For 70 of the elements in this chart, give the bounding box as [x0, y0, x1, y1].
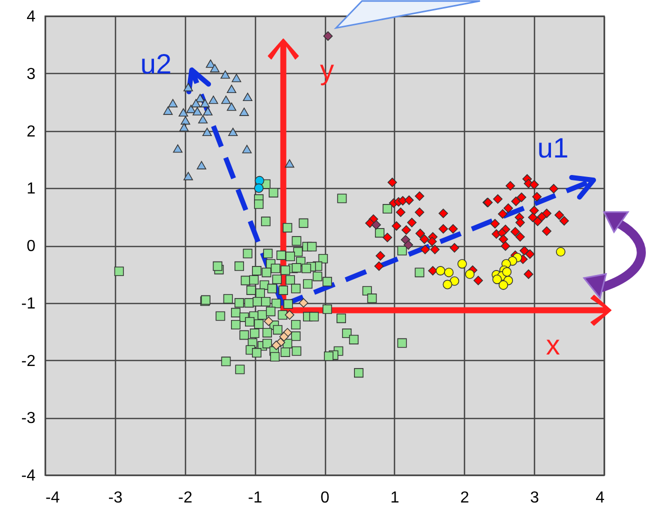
x-tick-label: -3: [108, 490, 123, 506]
x-tick-label: -4: [46, 490, 60, 506]
point: [232, 74, 242, 82]
point: [264, 316, 274, 326]
y-tick-label: 4: [26, 8, 36, 26]
point: [198, 115, 208, 124]
y-tick-label: 1: [26, 180, 36, 198]
x-tick-label: -2: [178, 490, 192, 506]
point: [200, 99, 210, 108]
point: [323, 31, 333, 41]
point: [220, 70, 230, 79]
point: [242, 92, 252, 102]
point: [242, 144, 252, 154]
x-tick-label: -1: [248, 490, 262, 506]
point: [208, 96, 218, 104]
point: [298, 298, 308, 308]
point: [272, 340, 282, 350]
y-tick-label: -4: [21, 468, 36, 484]
point: [400, 235, 410, 244]
point: [502, 267, 512, 277]
y-tick-label: -1: [21, 295, 36, 312]
point: [221, 96, 231, 104]
point: [498, 280, 508, 290]
point: [465, 269, 475, 279]
y-tick-label: 0: [26, 238, 36, 255]
point: [226, 84, 236, 94]
x-tick-label: 3: [530, 490, 540, 506]
point: [184, 172, 193, 180]
point: [192, 107, 202, 116]
point: [163, 106, 173, 115]
point: [178, 108, 188, 117]
point: [284, 310, 294, 320]
annotation: x: [546, 329, 560, 360]
point: [196, 161, 206, 170]
point: [202, 128, 212, 136]
point: [206, 59, 216, 68]
point: [179, 123, 189, 132]
y-tick-label: -2: [21, 352, 36, 370]
point: [442, 280, 452, 290]
x-tick-label: 0: [320, 490, 330, 506]
y-tick-label: -3: [21, 410, 36, 428]
y-tick-label: 2: [26, 123, 36, 140]
point: [254, 183, 264, 193]
annotation: u1: [537, 132, 569, 164]
point: [239, 108, 249, 116]
point: [228, 128, 238, 136]
point: [184, 82, 193, 92]
point: [210, 64, 220, 72]
point: [279, 332, 289, 342]
point: [436, 266, 446, 276]
point: [492, 274, 502, 284]
point: [450, 276, 460, 286]
annotation: u2: [140, 48, 172, 80]
point: [203, 107, 213, 116]
point: [168, 99, 178, 108]
point: [226, 102, 236, 111]
point: [191, 99, 201, 108]
point: [457, 259, 467, 269]
point: [444, 268, 454, 278]
x-tick-label: 1: [390, 490, 400, 506]
x-tick-label: 2: [460, 490, 470, 506]
point: [180, 116, 190, 125]
point: [404, 240, 414, 250]
point: [556, 247, 566, 257]
x-tick-label: 4: [596, 490, 605, 506]
point: [284, 159, 294, 168]
point: [186, 104, 196, 114]
point: [173, 144, 182, 153]
point: [371, 220, 381, 230]
y-tick-label: 3: [26, 66, 36, 83]
